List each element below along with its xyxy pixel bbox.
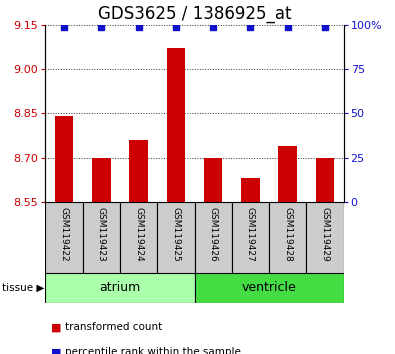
- Bar: [120, 202, 157, 273]
- Bar: [157, 202, 194, 273]
- Text: GSM119425: GSM119425: [171, 207, 181, 262]
- Point: [210, 24, 216, 29]
- Point: [284, 24, 291, 29]
- Bar: [307, 202, 344, 273]
- Point: [61, 24, 67, 29]
- Point: [98, 24, 105, 29]
- Bar: [45, 273, 194, 303]
- Text: tissue ▶: tissue ▶: [2, 282, 44, 293]
- Bar: [194, 273, 344, 303]
- Bar: [92, 158, 111, 202]
- Text: GSM119429: GSM119429: [320, 207, 329, 262]
- Text: atrium: atrium: [100, 281, 141, 294]
- Text: ■: ■: [51, 347, 62, 354]
- Text: GSM119428: GSM119428: [283, 207, 292, 262]
- Bar: [167, 48, 185, 202]
- Point: [247, 24, 254, 29]
- Text: GSM119427: GSM119427: [246, 207, 255, 262]
- Text: GSM119423: GSM119423: [97, 207, 106, 262]
- Text: GSM119426: GSM119426: [209, 207, 218, 262]
- Text: GSM119424: GSM119424: [134, 207, 143, 262]
- Text: percentile rank within the sample: percentile rank within the sample: [65, 347, 241, 354]
- Point: [135, 24, 142, 29]
- Bar: [55, 116, 73, 202]
- Bar: [241, 178, 260, 202]
- Bar: [278, 146, 297, 202]
- Bar: [129, 140, 148, 202]
- Text: transformed count: transformed count: [65, 322, 162, 332]
- Text: GSM119422: GSM119422: [60, 207, 69, 262]
- Bar: [204, 158, 222, 202]
- Bar: [45, 202, 83, 273]
- Title: GDS3625 / 1386925_at: GDS3625 / 1386925_at: [98, 6, 291, 23]
- Bar: [316, 158, 334, 202]
- Point: [173, 24, 179, 29]
- Bar: [194, 202, 232, 273]
- Point: [322, 24, 328, 29]
- Text: ■: ■: [51, 322, 62, 332]
- Bar: [269, 202, 307, 273]
- Text: ventricle: ventricle: [242, 281, 297, 294]
- Bar: [232, 202, 269, 273]
- Bar: [83, 202, 120, 273]
